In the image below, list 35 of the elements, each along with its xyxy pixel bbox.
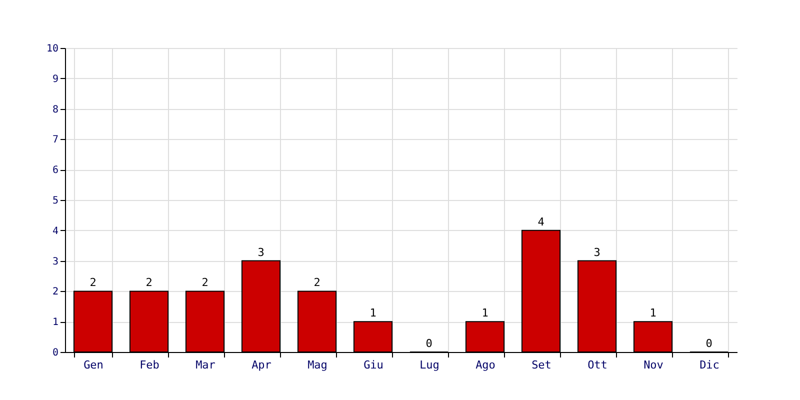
y-tick-label: 5 (52, 196, 58, 206)
data-label: 3 (594, 246, 600, 259)
data-label: 2 (90, 276, 96, 290)
data-label: 1 (482, 306, 488, 320)
data-label: 2 (314, 276, 320, 290)
x-tick-label: Dic (700, 358, 720, 372)
x-tick-label: Nov (644, 358, 664, 372)
y-tick-label: 3 (52, 256, 58, 268)
x-tick-label: Ago (476, 358, 496, 372)
x-tick-label: Apr (252, 358, 272, 372)
y-tick-label: 1 (52, 317, 58, 328)
data-label: 4 (538, 215, 545, 228)
x-tick-label: Mag (308, 358, 328, 372)
y-tick-label: 0 (52, 348, 58, 358)
x-tick-label: Mar (196, 358, 216, 372)
x-tick-label: Ott (588, 358, 608, 372)
data-label: 1 (370, 306, 376, 320)
y-tick-label: 9 (52, 74, 58, 85)
x-tick-label: Giu (364, 358, 384, 372)
x-tick-label: Feb (140, 358, 160, 372)
data-label: 2 (146, 276, 152, 290)
y-tick-label: 6 (52, 165, 58, 176)
data-label: 3 (258, 246, 264, 259)
y-tick-label: 10 (46, 44, 58, 54)
y-tick-label: 4 (52, 226, 58, 237)
data-label: 0 (426, 337, 432, 350)
y-tick-label: 2 (52, 286, 58, 298)
x-tick-label: Gen (84, 358, 104, 372)
data-label: 0 (706, 337, 712, 350)
x-tick-label: Set (532, 358, 552, 372)
x-tick-label: Lug (420, 358, 440, 372)
y-tick-label: 7 (52, 134, 58, 146)
data-label: 1 (650, 306, 656, 320)
y-tick-label: 8 (52, 104, 58, 116)
data-label: 2 (202, 276, 208, 290)
